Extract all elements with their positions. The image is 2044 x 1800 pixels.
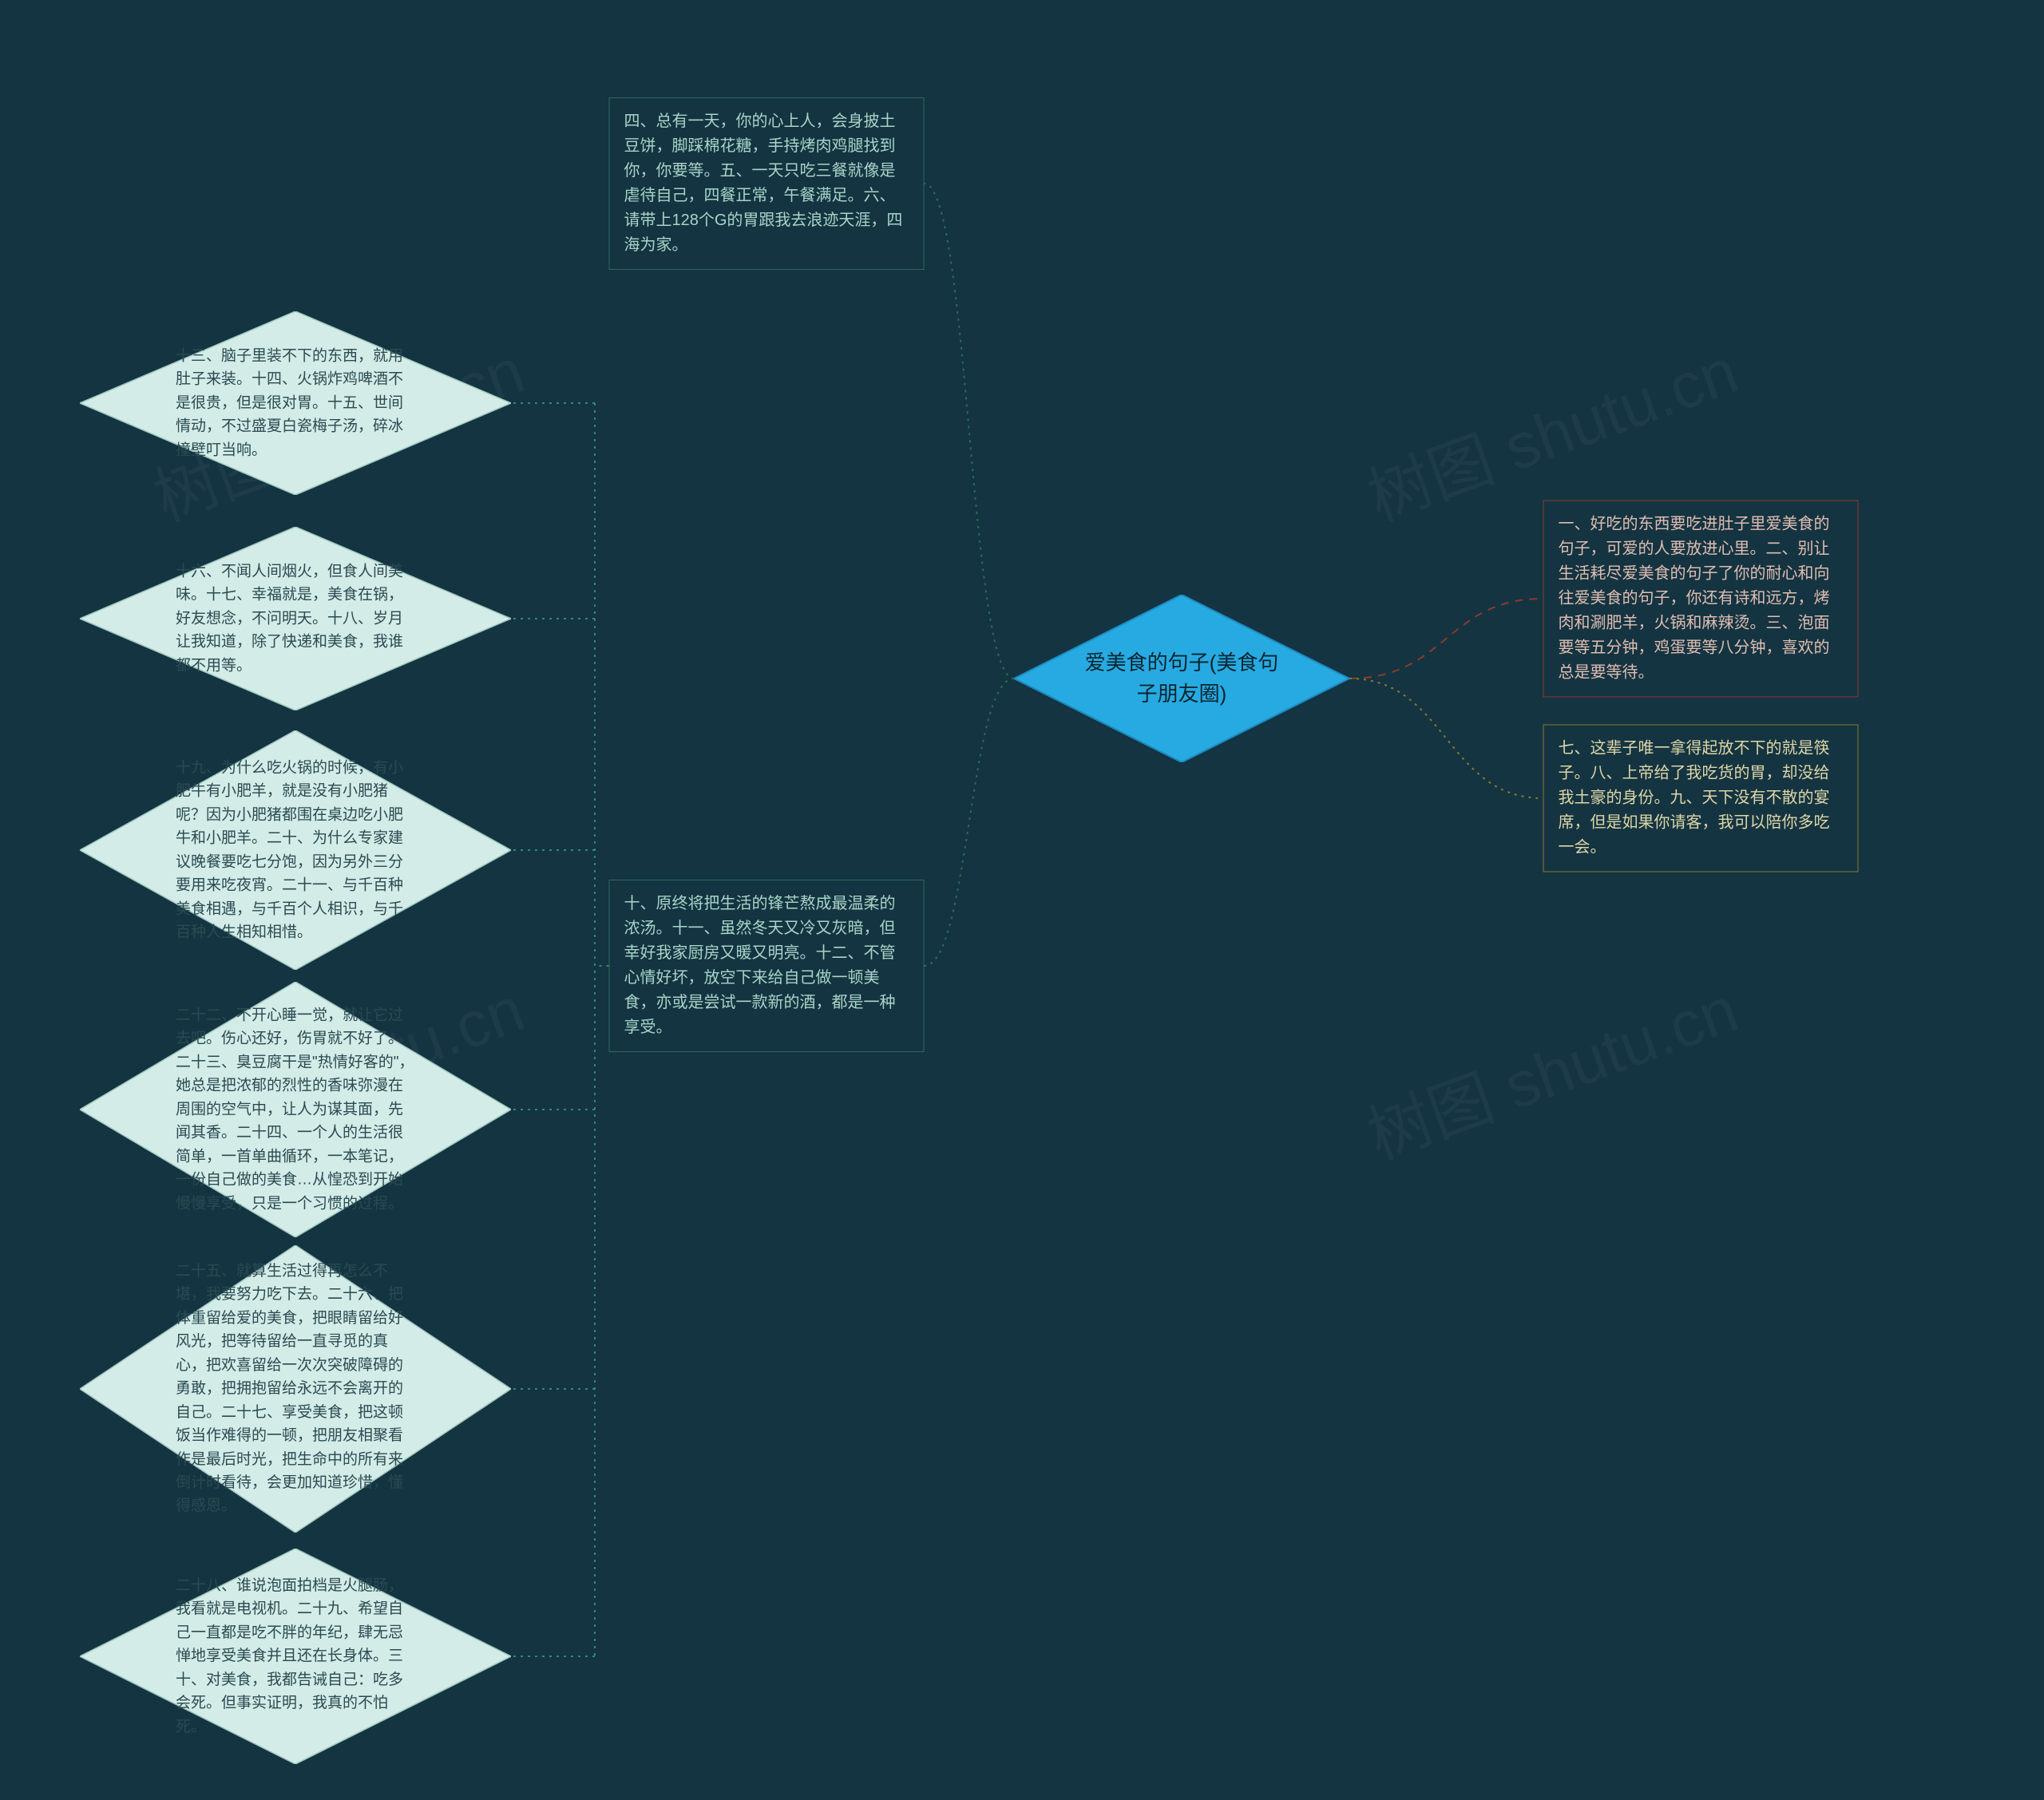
mid-box-1: 四、总有一天，你的心上人，会身披土豆饼，脚踩棉花糖，手持烤肉鸡腿找到你，你要等。…	[609, 97, 925, 270]
mid-box-2: 十、原终将把生活的锋芒熬成最温柔的浓汤。十一、虽然冬天又冷又灰暗，但幸好我家厨房…	[609, 880, 925, 1052]
left-diamond-1: 十三、脑子里装不下的东西，就用肚子来装。十四、火锅炸鸡啤酒不是很贵，但是很对胃。…	[80, 311, 511, 495]
watermark: 树图 shutu.cn	[1353, 959, 1749, 1178]
mid-box-1-text: 四、总有一天，你的心上人，会身披土豆饼，脚踩棉花糖，手持烤肉鸡腿找到你，你要等。…	[624, 113, 903, 254]
left-diamond-2-text: 十六、不闻人间烟火，但食人间美味。十七、幸福就是，美食在锅，好友想念，不问明天。…	[176, 560, 415, 677]
mid-box-2-text: 十、原终将把生活的锋芒熬成最温柔的浓汤。十一、虽然冬天又冷又灰暗，但幸好我家厨房…	[624, 895, 896, 1036]
left-diamond-3: 十九、为什么吃火锅的时候，有小肥牛有小肥羊，就是没有小肥猪呢？因为小肥猪都围在桌…	[80, 730, 511, 970]
left-diamond-6-text: 二十八、谁说泡面拍档是火腿肠，我看就是电视机。二十九、希望自己一直都是吃不胖的年…	[176, 1574, 415, 1739]
left-diamond-5-text: 二十五、就算生活过得再怎么不堪，我要努力吃下去。二十六、把体重留给爱的美食，把眼…	[176, 1260, 415, 1518]
left-diamond-6: 二十八、谁说泡面拍档是火腿肠，我看就是电视机。二十九、希望自己一直都是吃不胖的年…	[80, 1549, 511, 1764]
left-diamond-2: 十六、不闻人间烟火，但食人间美味。十七、幸福就是，美食在锅，好友想念，不问明天。…	[80, 527, 511, 710]
center-node: 爱美食的句子(美食句子朋友圈)	[1014, 595, 1349, 762]
left-diamond-1-text: 十三、脑子里装不下的东西，就用肚子来装。十四、火锅炸鸡啤酒不是很贵，但是很对胃。…	[176, 344, 415, 461]
right-box-2-text: 七、这辈子唯一拿得起放不下的就是筷子。八、上帝给了我吃货的胃，却没给我土豪的身份…	[1559, 740, 1830, 856]
left-diamond-4: 二十二、不开心睡一觉，就让它过去吧。伤心还好，伤胃就不好了。二十三、臭豆腐干是"…	[80, 982, 511, 1237]
left-diamond-3-text: 十九、为什么吃火锅的时候，有小肥牛有小肥羊，就是没有小肥猪呢？因为小肥猪都围在桌…	[176, 756, 415, 944]
right-box-2: 七、这辈子唯一拿得起放不下的就是筷子。八、上帝给了我吃货的胃，却没给我土豪的身份…	[1543, 725, 1859, 872]
left-diamond-4-text: 二十二、不开心睡一觉，就让它过去吧。伤心还好，伤胃就不好了。二十三、臭豆腐干是"…	[176, 1004, 415, 1216]
center-label: 爱美食的句子(美食句子朋友圈)	[1078, 647, 1285, 710]
right-box-1: 一、好吃的东西要吃进肚子里爱美食的句子，可爱的人要放进心里。二、别让生活耗尽爱美…	[1543, 500, 1859, 698]
left-diamond-5: 二十五、就算生活过得再怎么不堪，我要努力吃下去。二十六、把体重留给爱的美食，把眼…	[80, 1245, 511, 1533]
right-box-1-text: 一、好吃的东西要吃进肚子里爱美食的句子，可爱的人要放进心里。二、别让生活耗尽爱美…	[1559, 516, 1830, 682]
